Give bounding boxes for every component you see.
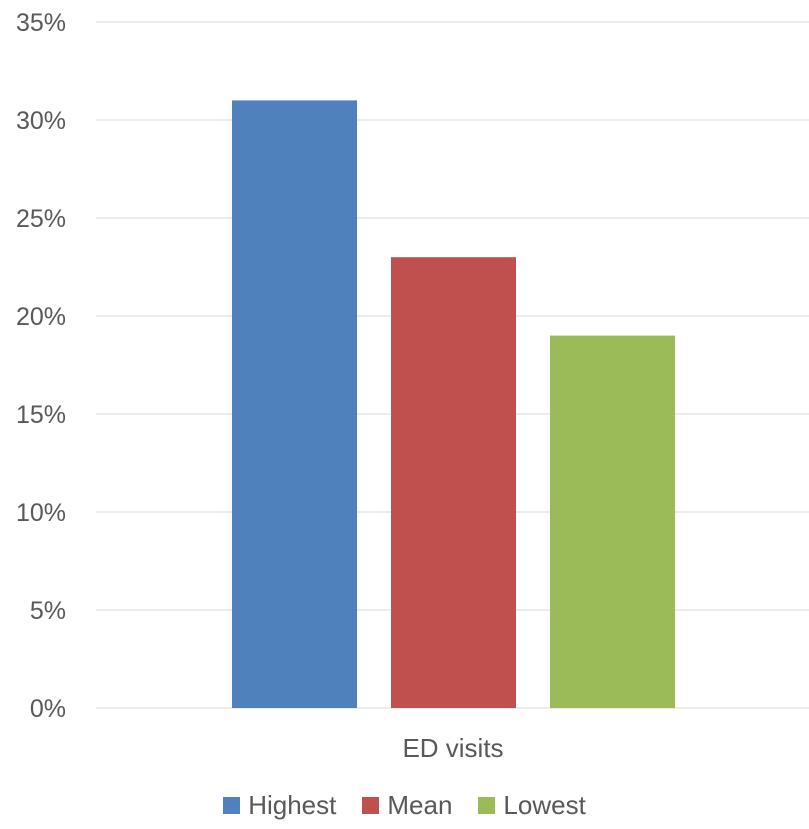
legend-item-lowest: Lowest (478, 790, 586, 821)
y-tick-label: 20% (16, 303, 66, 331)
y-tick-label: 35% (16, 9, 66, 37)
y-tick-label: 0% (30, 695, 66, 723)
bar-lowest (550, 335, 675, 708)
legend-swatch-mean (362, 797, 380, 814)
legend-swatch-lowest (478, 797, 496, 814)
y-tick-label: 30% (16, 107, 66, 135)
y-axis-ticks: 0% 5% 10% 15% 20% 25% 30% 35% (16, 9, 66, 723)
legend-item-highest: Highest (223, 790, 336, 821)
y-tick-label: 5% (30, 597, 66, 625)
bar-mean (391, 257, 516, 708)
x-category-label: ED visits (402, 733, 503, 763)
legend-item-mean: Mean (362, 790, 452, 821)
legend-label-lowest: Lowest (503, 790, 586, 820)
bars (232, 100, 675, 708)
legend-swatch-highest (223, 797, 241, 814)
legend: Highest Mean Lowest (0, 790, 809, 821)
y-tick-label: 10% (16, 499, 66, 527)
bar-chart: 0% 5% 10% 15% 20% 25% 30% 35% ED visits (16, 9, 809, 763)
legend-label-highest: Highest (248, 790, 337, 820)
bar-highest (232, 100, 357, 708)
legend-label-mean: Mean (387, 790, 453, 820)
y-tick-label: 15% (16, 401, 66, 429)
y-tick-label: 25% (16, 205, 66, 233)
